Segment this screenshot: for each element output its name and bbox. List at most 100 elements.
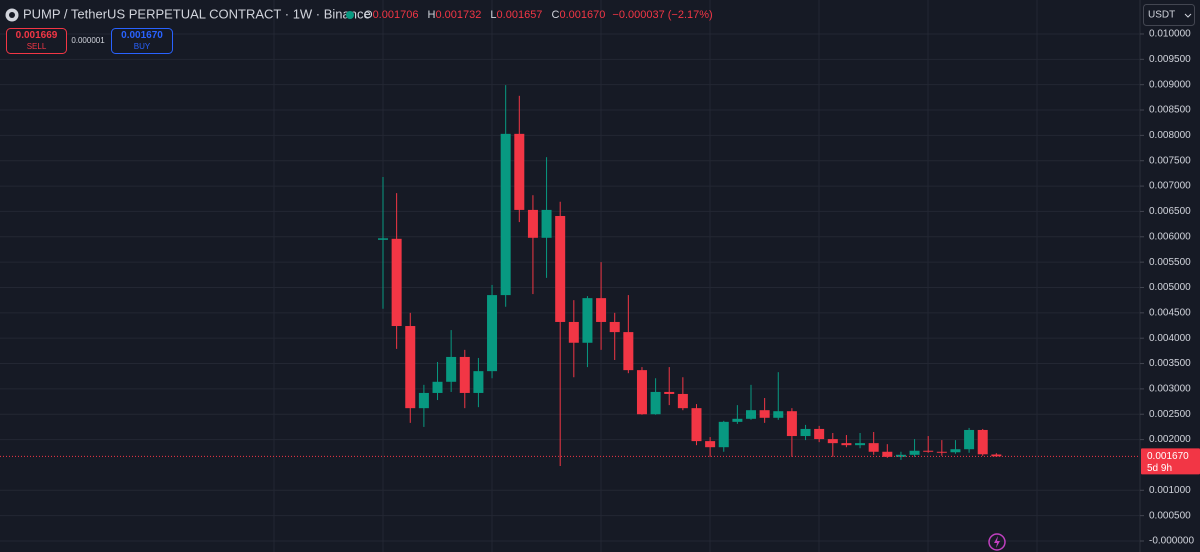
replay-icon-bolt	[994, 536, 1000, 548]
candle-body	[964, 429, 975, 450]
candle-body	[582, 298, 593, 343]
y-tick-label: 0.009000	[1149, 79, 1191, 90]
candle-body	[514, 133, 525, 210]
dropdown-arrow	[1184, 13, 1192, 18]
y-tick-label: 0.002000	[1149, 434, 1191, 445]
market-status	[346, 11, 354, 19]
price-axis: 0.010000 0.009500 0.009000 0.008500 0.008000…	[1140, 29, 1200, 547]
last-price-label: 0.001670	[1147, 451, 1189, 462]
candle-body	[950, 449, 961, 453]
y-tick-label: 0.003500	[1149, 358, 1191, 369]
legend-change: −0.000037 (−2.17%)	[612, 9, 712, 21]
buy-label: BUY	[134, 42, 151, 51]
candle-body	[596, 298, 607, 322]
y-tick-label: 0.008500	[1149, 105, 1191, 116]
candle-body	[895, 454, 906, 457]
legend-key: L	[490, 9, 496, 21]
candle-body	[759, 410, 770, 418]
candle-body	[814, 428, 825, 440]
legend-value: 0.001732	[435, 9, 481, 21]
y-tick-label: 0.007000	[1149, 181, 1191, 192]
candle-body	[841, 443, 852, 446]
legend-key: O	[364, 9, 373, 21]
candle-body	[432, 381, 443, 393]
sell-label: SELL	[27, 42, 47, 51]
candle-body	[473, 371, 484, 393]
candle-body	[773, 411, 784, 418]
candle-body	[405, 326, 416, 409]
candle-body	[418, 392, 429, 409]
currency-select[interactable]	[1143, 4, 1195, 26]
legend-key: H	[428, 9, 436, 21]
candle-body	[459, 356, 470, 393]
spread: 0.000001	[71, 36, 105, 45]
symbol-title[interactable]: PUMP / TetherUS PERPETUAL CONTRACT · 1W …	[23, 6, 371, 21]
buy-button[interactable]	[111, 28, 173, 54]
currency-label: USDT	[1148, 10, 1175, 21]
candle-body	[609, 321, 620, 333]
candle-body	[500, 133, 511, 296]
y-tick-label: 0.000500	[1149, 510, 1191, 521]
y-tick-label: 0.008000	[1149, 130, 1191, 141]
y-tick-label: 0.009500	[1149, 54, 1191, 65]
y-tick-label: 0.004000	[1149, 333, 1191, 344]
y-tick-label: 0.004500	[1149, 307, 1191, 318]
candle-body	[677, 393, 688, 409]
ohlc-legend: O0.001706 H0.001732 L0.001657 C0.001670 …	[364, 9, 713, 21]
candle-body	[800, 428, 811, 437]
candle-body	[650, 391, 661, 415]
candle-body	[868, 443, 879, 452]
candle-body	[855, 443, 866, 446]
candle-body	[378, 238, 388, 240]
candle-body	[568, 321, 579, 343]
candle-body	[691, 408, 702, 442]
candle-body	[991, 454, 1002, 457]
candle-body	[786, 411, 797, 437]
y-tick-label: -0.000000	[1149, 536, 1194, 547]
y-tick-label: 0.005000	[1149, 282, 1191, 293]
candle-body	[718, 421, 729, 448]
replay-icon[interactable]	[988, 533, 1006, 551]
legend-value: 0.001657	[497, 9, 543, 21]
legend-value: 0.001706	[373, 9, 419, 21]
candle-body	[487, 295, 498, 372]
y-tick-label: 0.006500	[1149, 206, 1191, 217]
y-tick-label: 0.005500	[1149, 257, 1191, 268]
sell-price: 0.001669	[16, 30, 58, 41]
candle-body	[732, 418, 743, 422]
candle-body	[664, 391, 675, 394]
candle-body	[555, 215, 566, 322]
candle-body	[882, 451, 893, 457]
countdown: 5d 9h	[1147, 463, 1172, 474]
candle-body	[636, 370, 647, 415]
legend-value: 0.001670	[559, 9, 605, 21]
symbol-icon-inner	[9, 12, 15, 18]
y-tick-label: 0.007500	[1149, 155, 1191, 166]
y-tick-label: 0.010000	[1149, 29, 1191, 40]
candle-body	[923, 450, 934, 452]
candle-body	[623, 332, 634, 371]
candle-body	[909, 450, 920, 455]
candle-body	[977, 429, 988, 455]
candles	[0, 85, 1140, 466]
y-tick-label: 0.001000	[1149, 485, 1191, 496]
legend-key: C	[552, 9, 560, 21]
y-tick-label: 0.002500	[1149, 409, 1191, 420]
sell-button[interactable]	[6, 28, 67, 54]
candle-body	[541, 209, 552, 238]
candle-body	[446, 356, 457, 382]
last-price-box	[1141, 448, 1200, 475]
candle-body	[705, 441, 716, 448]
candle-body	[746, 410, 757, 419]
buy-price: 0.001670	[121, 30, 163, 41]
candle-body	[827, 439, 838, 444]
grid	[0, 33, 1140, 542]
y-tick-label: 0.003000	[1149, 384, 1191, 395]
candle-body	[391, 238, 402, 327]
candle-body	[936, 451, 947, 453]
candle-body	[527, 209, 538, 238]
y-tick-label: 0.006000	[1149, 231, 1191, 242]
